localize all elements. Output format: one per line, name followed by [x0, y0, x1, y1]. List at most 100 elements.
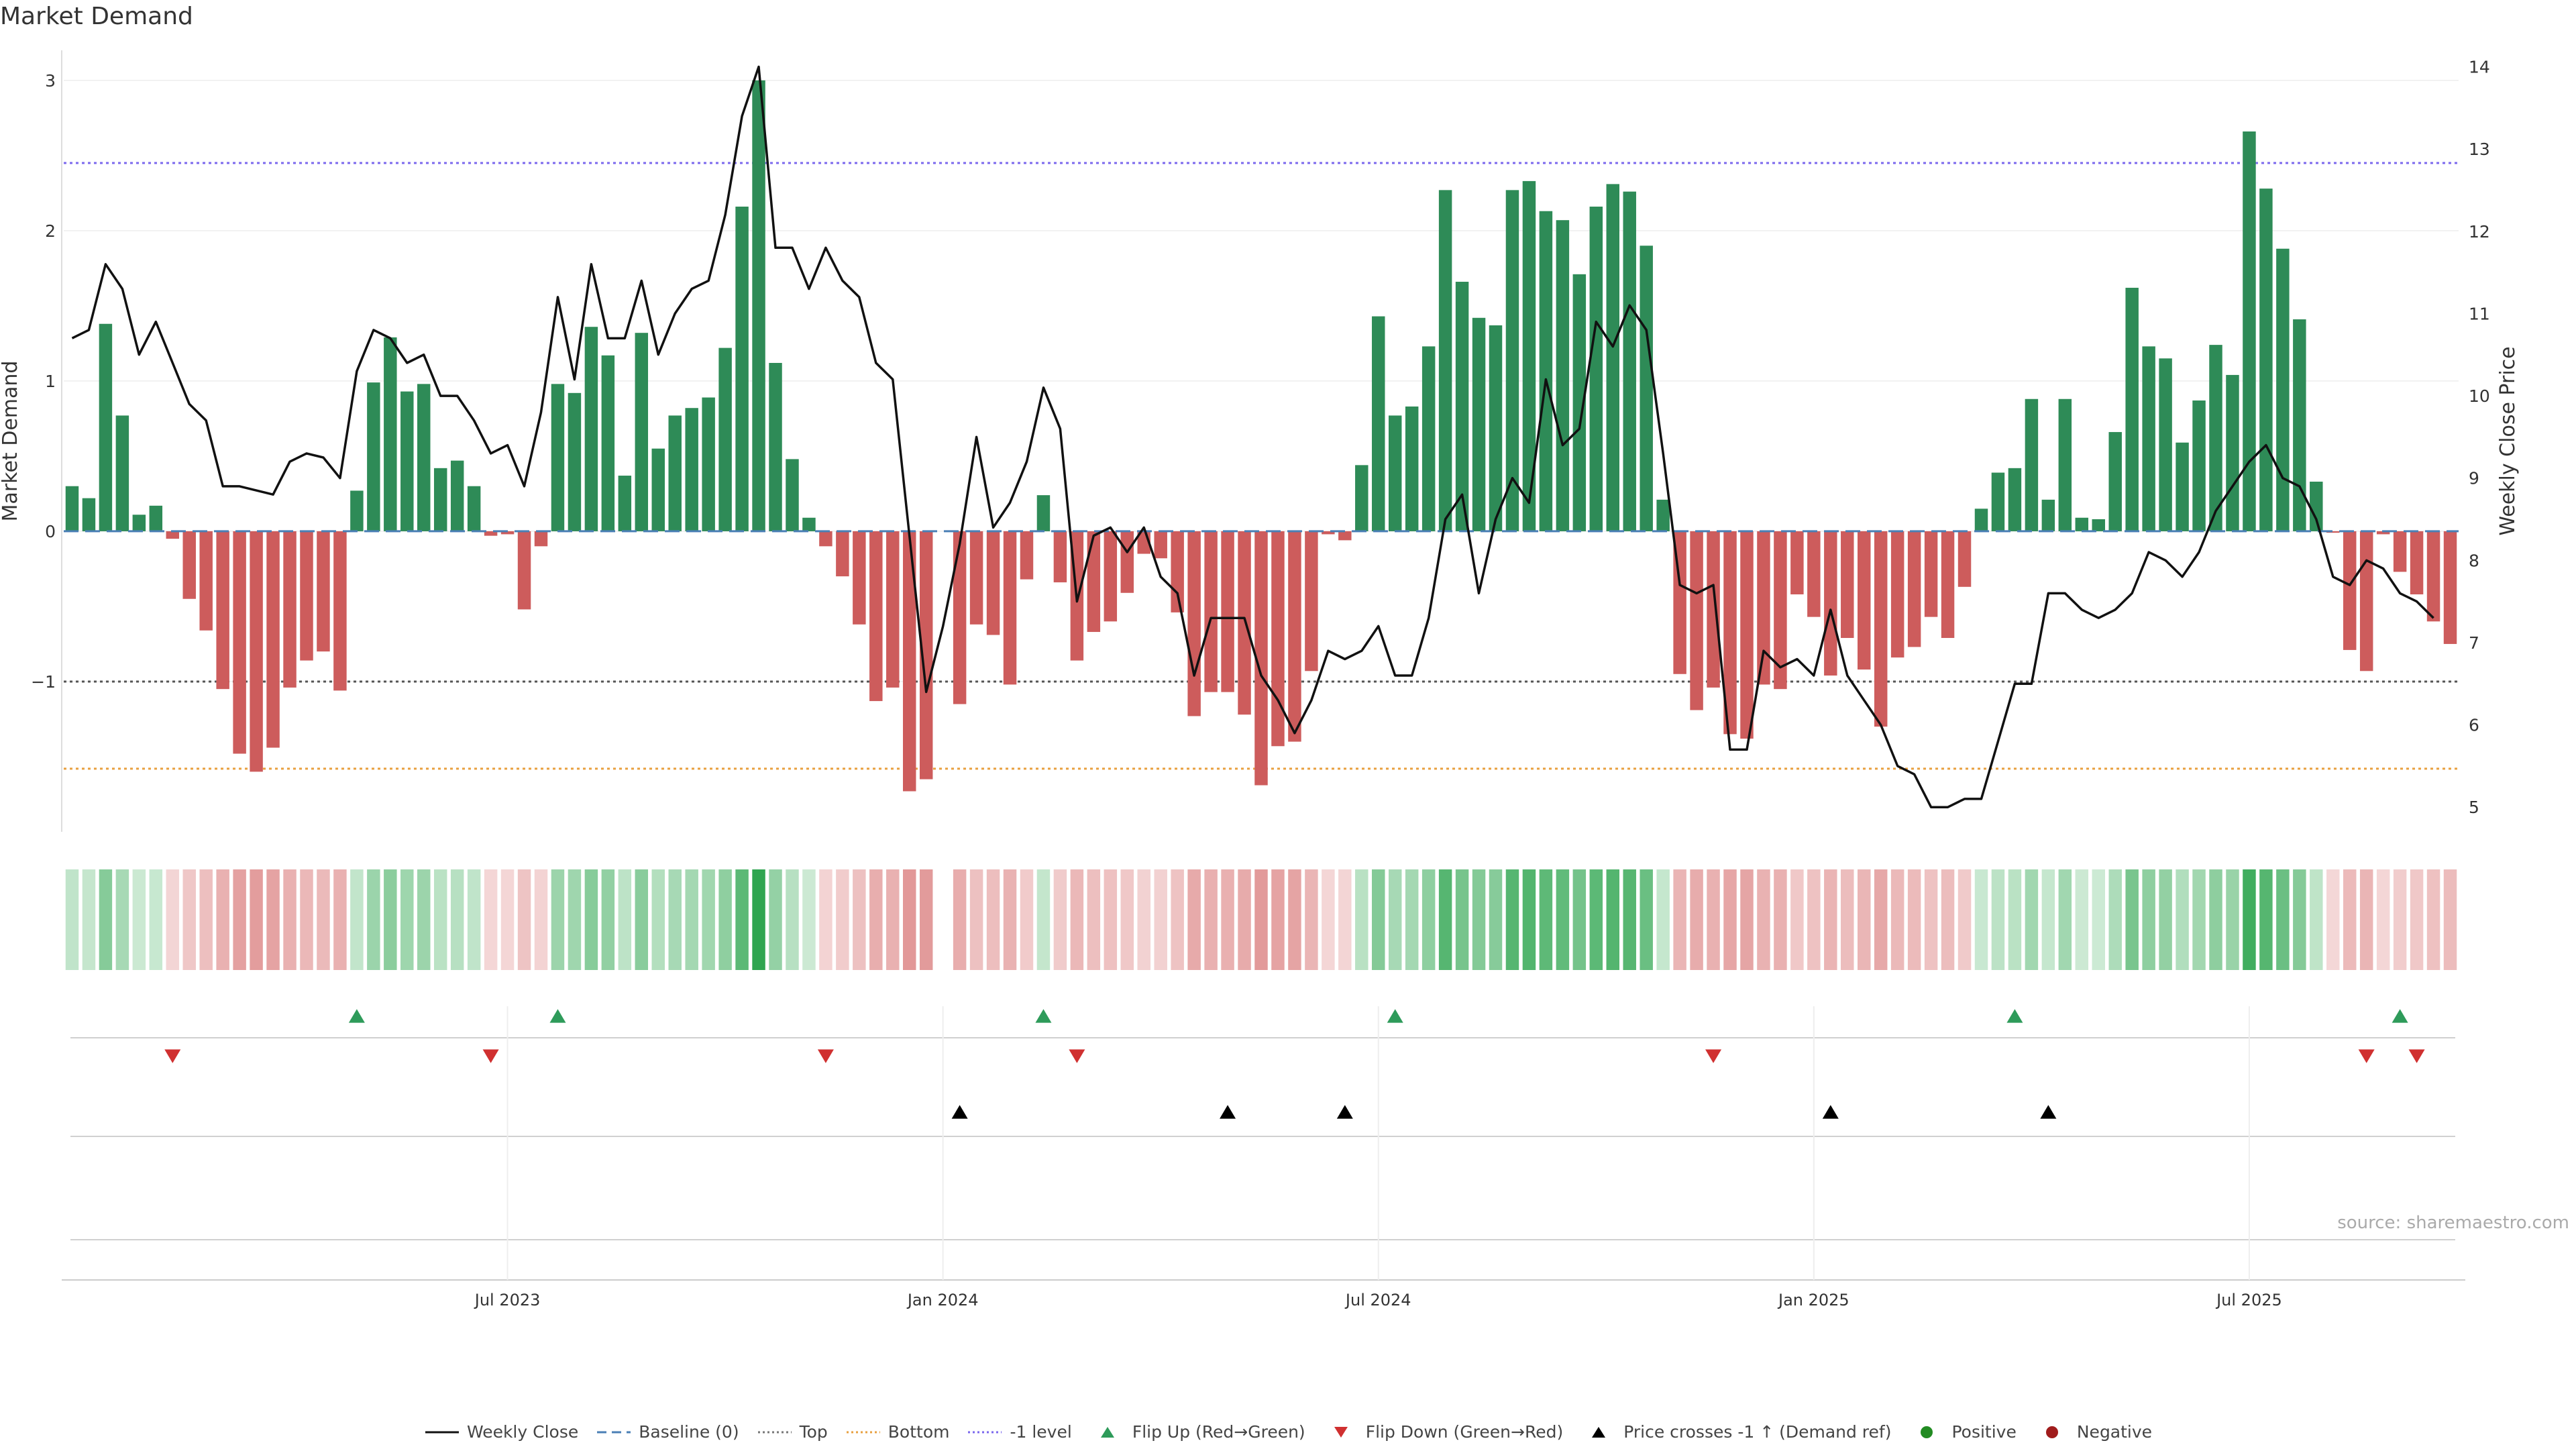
price-cross-marker: [2040, 1105, 2057, 1119]
y2-tick-label: 9: [2469, 469, 2479, 488]
demand-bar: [919, 531, 933, 780]
heat-cell: [1372, 869, 1385, 970]
demand-bar: [1907, 531, 1921, 647]
flip-up-marker: [1387, 1009, 1403, 1023]
legend-label: Positive: [1951, 1422, 2017, 1442]
heat-cell: [2359, 869, 2373, 970]
heat-cell: [1003, 869, 1017, 970]
demand-bar: [786, 459, 799, 531]
heat-cell: [2393, 869, 2407, 970]
heat-cell: [1271, 869, 1285, 970]
heat-cell: [1924, 869, 1938, 970]
legend-item: Negative: [2034, 1422, 2152, 1442]
demand-bar: [986, 531, 1000, 635]
demand-bar: [1271, 531, 1285, 747]
heat-cell: [2192, 869, 2206, 970]
legend-label: Negative: [2076, 1422, 2153, 1442]
y2-tick-label: 13: [2469, 140, 2490, 159]
legend-item: Flip Down (Green→Red): [1323, 1422, 1563, 1442]
heat-cell: [1957, 869, 1972, 970]
heat-cell: [986, 869, 1000, 970]
heat-cell: [1858, 869, 1871, 970]
heat-cell: [216, 869, 229, 970]
heat-cell: [384, 869, 397, 970]
legend-symbol: [1100, 1426, 1114, 1438]
heat-cell: [1890, 869, 1904, 970]
demand-bar: [1421, 346, 1436, 531]
demand-bar: [551, 384, 565, 531]
demand-bar: [819, 531, 833, 547]
legend-item: Flip Up (Red→Green): [1089, 1422, 1305, 1442]
flip-down-marker: [164, 1049, 181, 1063]
demand-bar: [1890, 531, 1904, 658]
heat-cell: [953, 869, 967, 970]
heat-cell: [1690, 869, 1703, 970]
heat-cell: [2125, 869, 2139, 970]
heat-cell: [1874, 869, 1888, 970]
demand-bar: [1254, 531, 1268, 786]
demand-bar: [1841, 531, 1854, 638]
demand-bar: [2310, 481, 2323, 531]
demand-bar: [1020, 531, 1034, 580]
legend-item: Top: [757, 1422, 828, 1442]
y2-tick-label: 8: [2469, 551, 2479, 570]
demand-bar: [886, 531, 900, 688]
heat-cell: [735, 869, 749, 970]
flip-down-marker: [817, 1049, 834, 1063]
demand-bar: [2293, 319, 2306, 531]
heat-cell: [819, 869, 833, 970]
heat-cell: [919, 869, 933, 970]
heat-cell: [1974, 869, 1988, 970]
demand-bar: [2343, 531, 2357, 650]
heat-cell: [2276, 869, 2290, 970]
demand-bar: [1372, 316, 1385, 531]
legend-label: -1 level: [1010, 1422, 1072, 1442]
heat-cell: [82, 869, 96, 970]
heat-cell: [2326, 869, 2340, 970]
heat-cell: [2108, 869, 2122, 970]
heat-cell: [1790, 869, 1804, 970]
demand-bar: [1305, 531, 1318, 672]
demand-bar: [635, 333, 649, 531]
heat-cell: [2243, 869, 2256, 970]
demand-bar: [450, 460, 464, 531]
legend-label: Flip Up (Red→Green): [1132, 1422, 1305, 1442]
y-tick-label: 2: [45, 221, 56, 241]
heat-cell: [2410, 869, 2424, 970]
demand-bar: [584, 327, 598, 531]
heat-cell: [601, 869, 615, 970]
price-cross-marker: [951, 1105, 968, 1119]
heat-cell: [149, 869, 163, 970]
demand-bar: [2276, 248, 2290, 531]
demand-bar: [1723, 531, 1737, 735]
demand-bar: [1238, 531, 1251, 715]
demand-bar: [1556, 220, 1570, 531]
demand-bar: [2393, 531, 2407, 572]
heat-cell: [1338, 869, 1352, 970]
legend-item: Baseline (0): [596, 1422, 739, 1442]
demand-bar: [1053, 531, 1067, 583]
heat-cell: [517, 869, 531, 970]
heat-cell: [551, 869, 565, 970]
flip-down-marker: [2408, 1049, 2425, 1063]
heat-cell: [1405, 869, 1419, 970]
y2-tick-label: 14: [2469, 58, 2490, 77]
price-cross-marker: [1220, 1105, 1236, 1119]
demand-bar: [2008, 468, 2022, 531]
heat-cell: [685, 869, 698, 970]
demand-bar: [735, 207, 749, 531]
legend-symbol: [846, 1431, 880, 1433]
demand-bar: [2192, 400, 2206, 531]
y2-tick-label: 6: [2469, 716, 2479, 735]
demand-bar: [685, 408, 698, 531]
y2-tick-label: 11: [2469, 304, 2490, 323]
heat-cell: [1036, 869, 1051, 970]
flip-down-marker: [2358, 1049, 2375, 1063]
demand-bar: [1405, 406, 1419, 531]
heat-cell: [233, 869, 246, 970]
heat-cell: [651, 869, 665, 970]
demand-bar: [367, 382, 380, 531]
demand-bar: [1757, 531, 1770, 685]
heat-cell: [1388, 869, 1402, 970]
